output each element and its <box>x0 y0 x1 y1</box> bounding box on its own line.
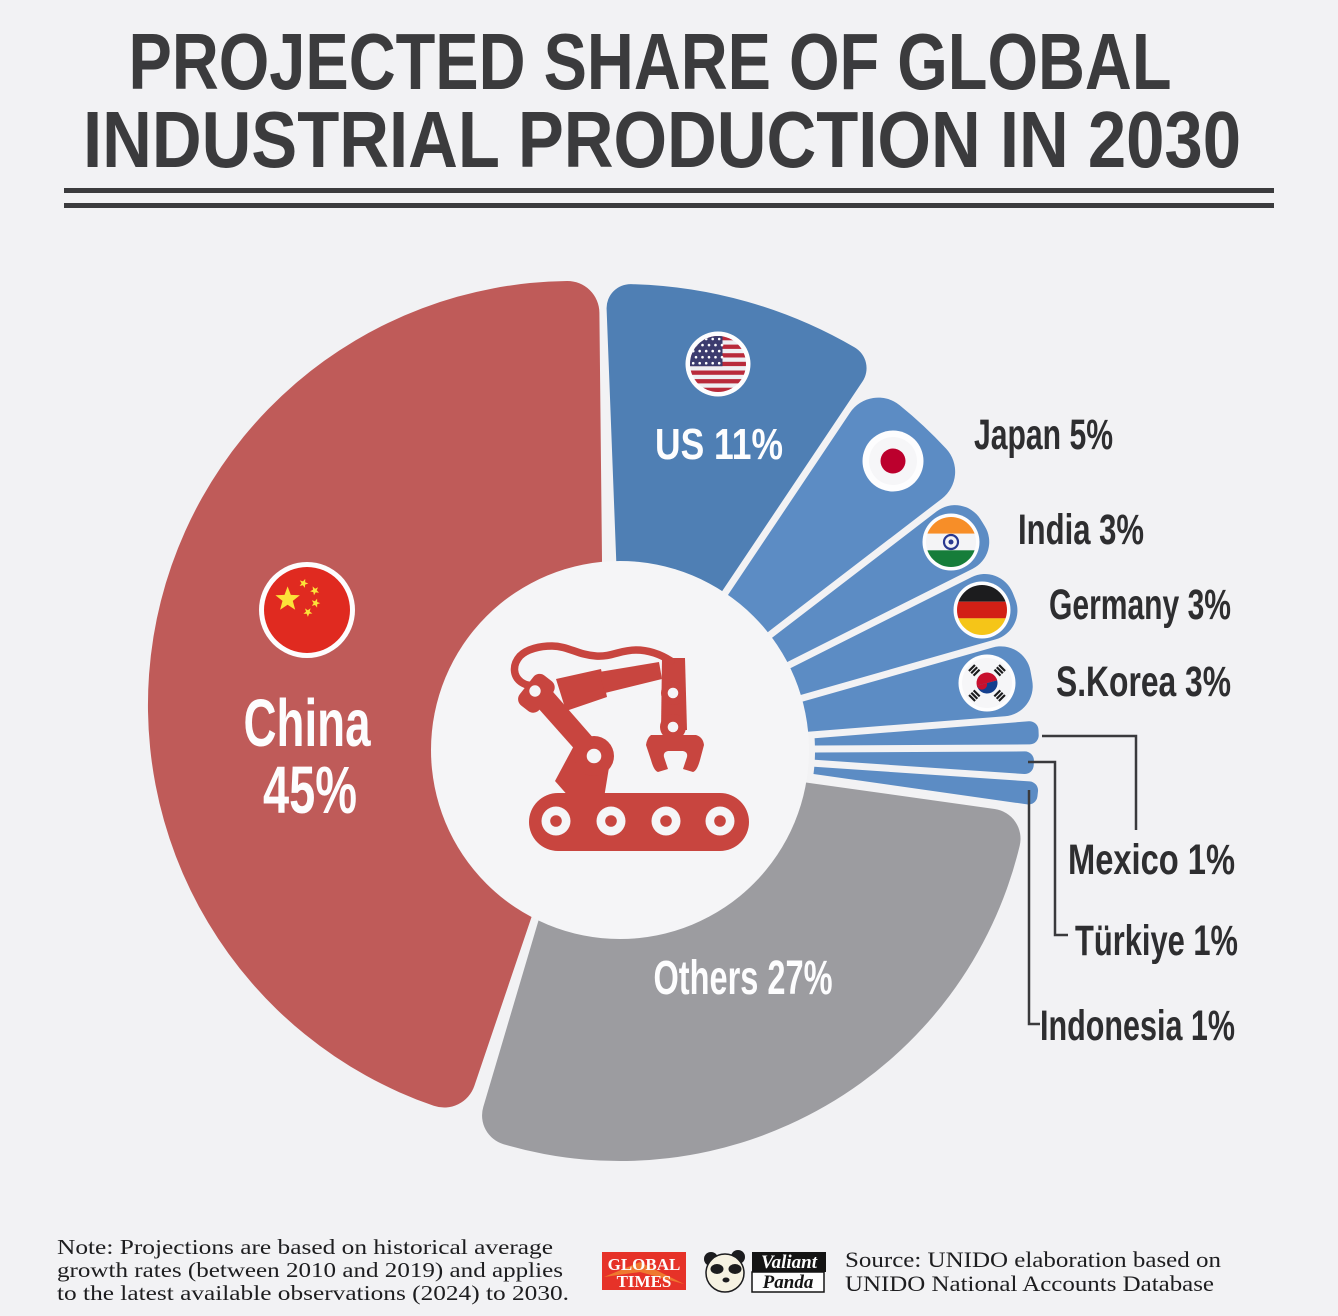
svg-text:PROJECTED SHARE OF GLOBAL: PROJECTED SHARE OF GLOBAL <box>129 17 1172 106</box>
svg-text:China: China <box>244 686 371 761</box>
svg-text:Türkiye 1%: Türkiye 1% <box>1075 917 1238 965</box>
svg-text:S.Korea 3%: S.Korea 3% <box>1056 658 1231 706</box>
svg-text:UNIDO National Accounts Databa: UNIDO National Accounts Database <box>845 1271 1214 1296</box>
svg-text:Mexico 1%: Mexico 1% <box>1068 836 1235 884</box>
svg-text:Note: Projections are based on: Note: Projections are based on historica… <box>57 1235 553 1259</box>
svg-text:Indonesia 1%: Indonesia 1% <box>1040 1002 1235 1050</box>
svg-text:India 3%: India 3% <box>1018 506 1144 554</box>
svg-text:Valiant: Valiant <box>761 1252 818 1273</box>
svg-text:GLOBAL: GLOBAL <box>608 1255 681 1274</box>
svg-text:45%: 45% <box>263 753 357 828</box>
svg-text:Source: UNIDO elaboration base: Source: UNIDO elaboration based on <box>845 1247 1221 1272</box>
svg-text:Japan 5%: Japan 5% <box>974 411 1113 459</box>
svg-text:US 11%: US 11% <box>655 420 783 469</box>
svg-text:to the latest available observ: to the latest available observations (20… <box>57 1281 569 1305</box>
svg-text:INDUSTRIAL PRODUCTION IN 2030: INDUSTRIAL PRODUCTION IN 2030 <box>83 95 1241 184</box>
svg-text:Panda: Panda <box>762 1272 814 1293</box>
svg-text:Others 27%: Others 27% <box>654 952 833 1005</box>
svg-text:growth rates (between 2010 and: growth rates (between 2010 and 2019) and… <box>57 1258 563 1282</box>
svg-text:Germany 3%: Germany 3% <box>1049 581 1231 629</box>
svg-text:TIMES: TIMES <box>617 1272 672 1291</box>
